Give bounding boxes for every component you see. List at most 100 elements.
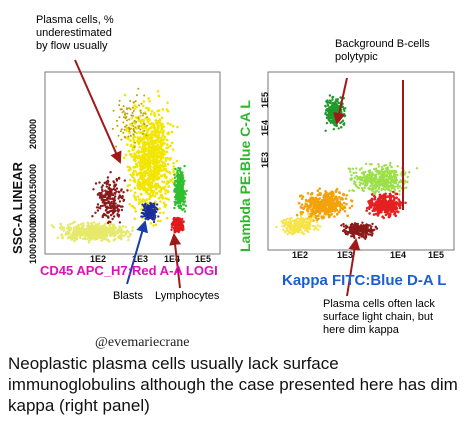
event-dot [127, 238, 130, 242]
event-dot [388, 199, 391, 203]
event-dot [148, 216, 152, 220]
event-dot [128, 118, 131, 121]
event-dot [166, 190, 170, 194]
event-dot [114, 209, 117, 213]
event-dot [335, 103, 338, 106]
event-dot [127, 149, 131, 153]
right-x-tick: 1E5 [428, 250, 444, 260]
event-dot [393, 203, 396, 206]
event-dot [290, 231, 293, 235]
event-dot [326, 103, 329, 106]
event-dot [356, 178, 359, 181]
event-dot [92, 233, 96, 237]
event-dot [115, 190, 118, 193]
event-dot [161, 131, 165, 134]
event-dot [156, 170, 160, 174]
event-dot [119, 227, 123, 230]
figure-caption: Neoplastic plasma cells usually lack sur… [8, 354, 458, 415]
event-dot [117, 213, 120, 217]
event-dot [109, 206, 113, 210]
event-dot [153, 174, 156, 177]
event-dot [122, 121, 125, 124]
event-dot [396, 173, 399, 177]
event-dot [118, 225, 121, 228]
event-dot [100, 233, 104, 237]
event-dot [151, 130, 155, 134]
event-dot [92, 221, 96, 224]
event-dot [332, 205, 336, 208]
event-dot [127, 230, 130, 234]
event-dot [325, 191, 328, 195]
event-dot [156, 138, 159, 142]
event-dot [109, 220, 112, 224]
event-dot [318, 187, 322, 190]
event-dot [301, 231, 304, 234]
event-dot [80, 228, 83, 231]
event-dot [77, 225, 80, 228]
event-dot [92, 227, 95, 230]
event-dot [159, 200, 162, 203]
event-dot [290, 224, 293, 227]
event-dot [176, 180, 180, 183]
event-dot [158, 150, 161, 153]
event-dot [357, 232, 361, 235]
event-dot [144, 106, 148, 110]
event-dot [333, 215, 336, 218]
event-dot [166, 162, 170, 166]
event-dot [133, 217, 137, 220]
event-dot [330, 190, 334, 193]
event-dot [387, 172, 390, 175]
event-dot [122, 230, 126, 234]
event-dot [156, 182, 160, 186]
event-dot [382, 201, 386, 204]
event-dot [165, 138, 169, 142]
event-dot [175, 227, 178, 231]
blasts-annotation: Blasts [113, 290, 143, 302]
event-dot [86, 225, 90, 228]
event-dot [135, 173, 139, 177]
event-dot [134, 115, 138, 119]
event-dot [175, 198, 178, 201]
event-dot [393, 174, 396, 177]
event-dot [139, 124, 143, 128]
event-dot [60, 227, 63, 231]
event-dot [155, 173, 159, 177]
event-dot [156, 143, 159, 146]
event-dot [120, 196, 124, 200]
event-dot [162, 187, 166, 190]
event-dot [373, 202, 376, 205]
event-dot [143, 94, 146, 97]
event-dot [406, 180, 409, 184]
event-dot [395, 176, 398, 179]
event-dot [408, 171, 411, 174]
event-dot [383, 208, 386, 212]
event-dot [71, 233, 74, 237]
event-dot [159, 123, 163, 126]
event-dot [69, 222, 72, 226]
event-dot [120, 130, 122, 133]
event-dot [333, 210, 337, 213]
event-dot [321, 202, 324, 206]
event-dot [165, 175, 168, 179]
event-dot [299, 217, 302, 221]
event-dot [375, 168, 378, 171]
right-x-tick: 1E3 [337, 250, 353, 260]
event-dot [101, 201, 104, 204]
event-dot [152, 224, 155, 227]
event-dot [379, 178, 382, 182]
event-dot [390, 165, 393, 169]
event-dot [358, 168, 362, 171]
event-dot [330, 196, 334, 199]
event-dot [184, 204, 188, 207]
event-dot [374, 180, 377, 183]
event-dot [304, 220, 307, 224]
event-dot [65, 232, 69, 236]
right-y-tick: 1E4 [260, 120, 270, 136]
event-dot [398, 189, 401, 193]
event-dot [389, 174, 392, 178]
event-dot [291, 219, 295, 223]
event-dot [129, 139, 132, 142]
event-dot [317, 228, 320, 231]
event-dot [371, 177, 374, 181]
event-dot [174, 203, 177, 207]
